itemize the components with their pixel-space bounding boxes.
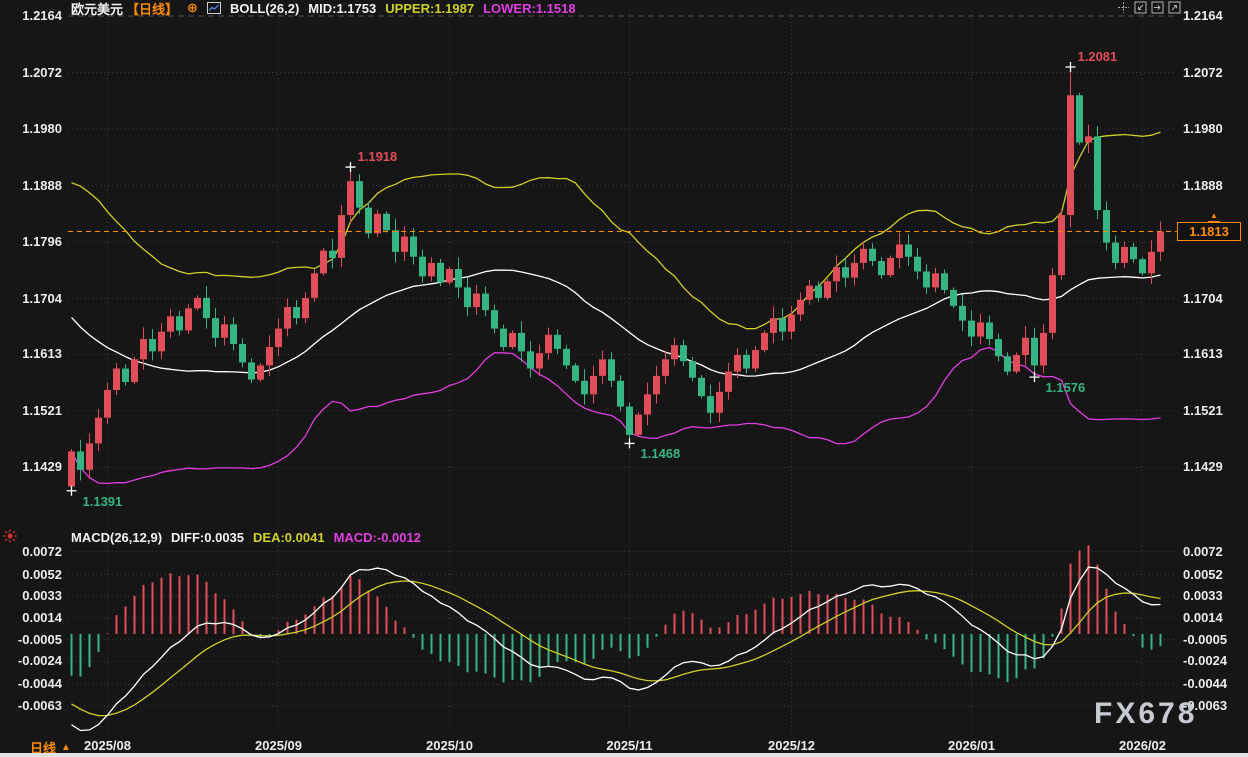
- boll-lower-value: LOWER:1.1518: [483, 0, 576, 16]
- price-axis-label: 1.1704: [1183, 290, 1223, 306]
- macd-axis-label: -0.0044: [1183, 676, 1228, 692]
- price-axis-label: 1.1521: [22, 402, 62, 418]
- timeframe-selector[interactable]: 日线 ▲: [30, 738, 71, 757]
- pane-popout-icon[interactable]: [1168, 1, 1181, 14]
- date-label: 2026/02: [1119, 738, 1166, 753]
- macd-axis-label: 0.0072: [22, 543, 62, 559]
- macd-axis-label: 0.0052: [22, 566, 62, 582]
- date-label: 2025/12: [768, 738, 815, 753]
- zoom-scrollbar[interactable]: [0, 753, 1248, 757]
- watermark: FX678: [1094, 697, 1198, 730]
- crosshair-move-icon[interactable]: [1117, 1, 1130, 14]
- pane-dock-down-left-icon[interactable]: [1134, 1, 1147, 14]
- current-price-tag: 1.1813: [1177, 222, 1241, 242]
- macd-settings-icon[interactable]: [2, 528, 18, 544]
- macd-axis-label: -0.0063: [17, 697, 62, 713]
- macd-title: MACD(26,12,9): [71, 529, 163, 545]
- macd-diff-value: DIFF:0.0035: [171, 529, 245, 545]
- price-axis-label: 1.1613: [22, 346, 62, 362]
- macd-axis-label: -0.0005: [17, 631, 62, 647]
- price-axis-label: 1.2072: [22, 64, 62, 80]
- price-axis-label: 1.1429: [22, 459, 62, 475]
- timeframe-arrow-icon: ▲: [61, 742, 71, 753]
- price-axis-label: 1.1704: [22, 290, 62, 306]
- boll-mid-value: MID:1.1753: [308, 0, 377, 16]
- date-label: 2025/11: [606, 738, 653, 753]
- price-axis-label: 1.1429: [1183, 459, 1223, 475]
- date-label: 2025/09: [255, 738, 302, 753]
- price-axis-label: 1.2164: [22, 8, 62, 23]
- macd-axis-label: 0.0072: [1183, 543, 1223, 559]
- macd-axis-label: -0.0024: [1183, 653, 1228, 669]
- add-indicator-icon[interactable]: ⊕: [187, 0, 198, 15]
- price-axis-label: 1.1980: [1183, 121, 1223, 136]
- macd-legend: MACD(26,12,9) DIFF:0.0035 DEA:0.0041 MAC…: [71, 529, 421, 545]
- price-axis-label: 1.1796: [22, 234, 62, 249]
- window-controls: [1117, 1, 1181, 14]
- price-annotation: 1.1391: [82, 493, 123, 509]
- macd-axis-label: -0.0063: [1183, 697, 1228, 713]
- main-legend: 欧元美元 【日线】 ⊕ BOLL(26,2) MID:1.1753 UPPER:…: [71, 0, 576, 17]
- price-axis-label: 1.1888: [1183, 177, 1223, 193]
- boll-label: BOLL(26,2): [229, 0, 300, 16]
- period-label: 【日线】: [126, 1, 179, 17]
- price-axis-label: 1.2072: [1183, 64, 1223, 80]
- date-label: 2025/08: [84, 738, 131, 753]
- price-axis-label: 1.1613: [1183, 346, 1223, 362]
- price-axis-label: 1.1888: [22, 177, 62, 193]
- macd-axis-label: 0.0014: [1183, 609, 1223, 625]
- scroll-to-latest-button[interactable]: ▲: [1208, 211, 1220, 222]
- date-label: 2026/01: [948, 738, 995, 753]
- price-annotation: 1.1918: [357, 149, 398, 165]
- macd-macd-value: MACD:-0.0012: [333, 529, 421, 545]
- price-annotation: 1.1468: [640, 446, 681, 462]
- macd-axis-label: 0.0052: [1183, 566, 1223, 582]
- price-annotation: 1.1576: [1045, 380, 1086, 396]
- symbol-label: 欧元美元: [71, 1, 124, 17]
- macd-axis-label: 0.0033: [22, 588, 62, 604]
- chart-type-icon: [206, 2, 221, 14]
- price-axis-label: 1.1521: [1183, 402, 1223, 418]
- pane-dock-right-icon[interactable]: [1151, 1, 1164, 14]
- date-label: 2025/10: [426, 738, 473, 753]
- price-axis-label: 1.1980: [22, 121, 62, 136]
- macd-axis-label: 0.0014: [22, 609, 62, 625]
- macd-axis-label: -0.0044: [17, 676, 62, 692]
- price-annotation: 1.2081: [1077, 48, 1118, 64]
- price-axis-label: 1.2164: [1183, 8, 1223, 23]
- macd-dea-value: DEA:0.0041: [253, 529, 325, 545]
- timeframe-label: 日线: [30, 741, 57, 756]
- macd-axis-label: 0.0033: [1183, 588, 1223, 604]
- macd-axis-label: -0.0005: [1183, 631, 1228, 647]
- macd-axis-label: -0.0024: [17, 653, 62, 669]
- boll-upper-value: UPPER:1.1987: [385, 0, 475, 16]
